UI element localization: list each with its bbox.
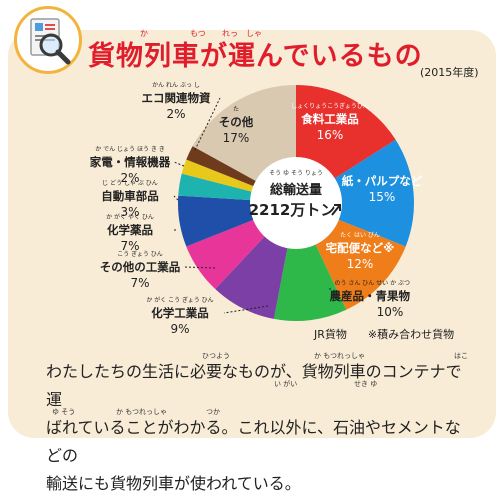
body-ruby-4: い がい: [274, 380, 298, 388]
body-ruby-3: はこ: [454, 352, 468, 360]
leader-line-6: [183, 266, 216, 269]
slice-ruby-6: こう ぎょう ひん: [117, 250, 163, 258]
page-title: 貨物列車が運んでいるもの: [88, 41, 423, 72]
arrow-icon: [331, 204, 341, 216]
slice-ruby-1: しょくりょうこうぎょうひん: [291, 102, 369, 110]
pie-slice-2: [296, 139, 415, 247]
body-ruby-7: か もつれっしゃ: [116, 408, 167, 416]
body-ruby-1: ひつよう: [202, 352, 230, 360]
title-ruby-1: か: [140, 29, 148, 38]
slice-name-2: 紙・パルプなど: [342, 174, 423, 188]
title-ruby-4: しゃ: [246, 29, 262, 38]
slice-ruby-4: のう さん ひん せい か ぶつ: [334, 280, 410, 287]
body-paragraph: わたしたちの生活に必要なものが、貨物列車のコンテナで運 ばれていることがわかる。…: [46, 358, 472, 498]
slice-ruby-7: か がく やく ひん: [106, 213, 154, 221]
slice-value-8: 3%: [120, 205, 139, 219]
magnifier-document-icon: [14, 6, 82, 74]
slice-label-9: か でん じょう ほう き き家電・情報機器 2%: [90, 146, 171, 185]
slice-ruby-5: か がく こう ぎょう ひん: [146, 296, 213, 304]
slice-name-3: 宅配便など※: [326, 241, 395, 255]
body-ruby-5: せき ゆ: [354, 380, 378, 388]
slice-value-2: 15%: [369, 190, 396, 204]
slice-ruby-10: かん れん ぶっ し: [152, 82, 200, 89]
body-ruby-2: か もつれっしゃ: [314, 352, 365, 360]
leader-line-9: [173, 161, 185, 167]
slice-value-5: 9%: [170, 322, 189, 336]
slice-value-6: 7%: [130, 276, 149, 290]
page: か もつ れっ しゃ 貨物列車が運んでいるもの (2015年度) しょくりょうこ…: [8, 6, 496, 493]
body-line-2: ばれていることがわかる。これ以外に、石油やセメントなどの: [46, 418, 461, 465]
slice-name-9: 家電・情報機器: [90, 155, 171, 169]
slice-value-11: 17%: [223, 131, 250, 145]
slice-name-8: 自動車部品: [101, 189, 159, 203]
slice-name-5: 化学工業品: [151, 306, 209, 320]
body-line-3: 輸送にも貨物列車が使われている。: [46, 474, 301, 493]
slice-ruby-9: か でん じょう ほう き き: [95, 146, 165, 153]
slice-ruby-3: たく はい びん: [340, 231, 380, 239]
slice-value-9: 2%: [120, 171, 139, 185]
body-ruby-6: ゆ そう: [52, 408, 76, 416]
center-label: 総輸送量: [270, 182, 322, 198]
slice-label-2: 紙・パルプなど 15%: [342, 174, 423, 204]
slice-name-10: エコ関連物資: [142, 91, 211, 105]
title-ruby-2: もつ: [190, 29, 206, 38]
center-value: 2212万トン: [249, 201, 336, 219]
slice-name-1: 食料工業品: [301, 112, 359, 126]
slice-name-7: 化学薬品: [107, 223, 153, 237]
body-line-1: わたしたちの生活に必要なものが、貨物列車のコンテナで運: [46, 362, 462, 409]
leader-line-8: [173, 195, 179, 201]
note-label: ※積み合わせ貨物: [367, 328, 455, 341]
center-label-ruby: そう ゆ そう りょう: [269, 170, 323, 177]
leader-line-10: [194, 97, 221, 151]
slice-value-4: 10%: [377, 305, 404, 319]
donut-hole: [250, 157, 342, 249]
slice-value-1: 16%: [317, 128, 344, 142]
leader-line-5: [223, 305, 269, 314]
slice-value-7: 7%: [120, 239, 139, 253]
slice-name-4: 農産品・青果物: [330, 289, 411, 303]
slice-name-11: その他: [219, 115, 254, 129]
slice-value-10: 2%: [166, 107, 185, 121]
slice-value-3: 12%: [347, 257, 374, 271]
slice-name-6: その他の工業品: [100, 260, 181, 274]
source-label: JR貨物: [314, 328, 347, 341]
slice-ruby-11: た: [233, 106, 239, 113]
year-label: (2015年度): [420, 66, 479, 79]
title-ruby-3: れっ: [222, 29, 238, 38]
body-ruby-8: つか: [206, 408, 220, 416]
source-line: JR貨物 ※積み合わせ貨物: [314, 326, 454, 342]
slice-ruby-8: じ どう しゃ ぶ ひん: [102, 179, 158, 187]
